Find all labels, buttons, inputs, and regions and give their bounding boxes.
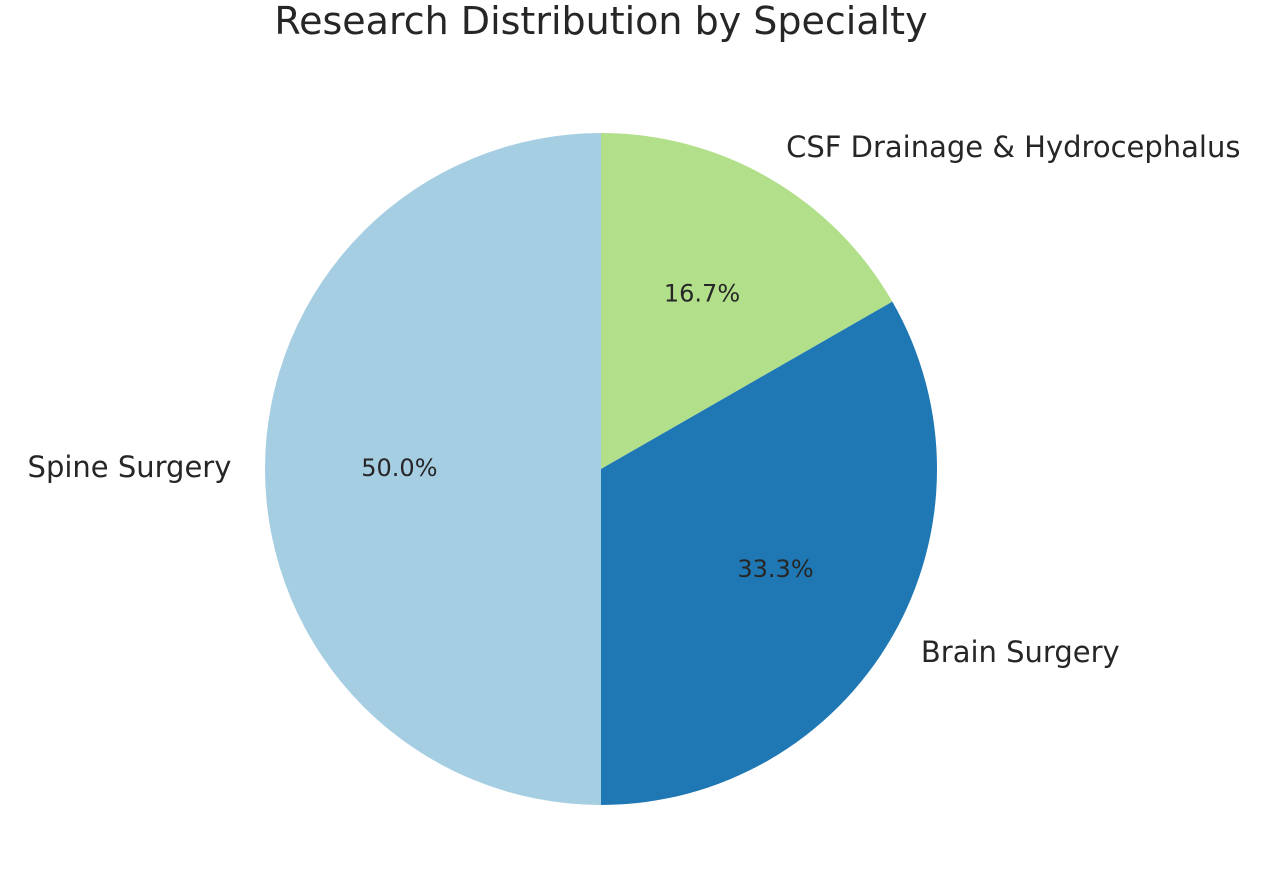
chart-title: Research Distribution by Specialty xyxy=(274,0,927,43)
pie-slice-0 xyxy=(601,133,893,469)
pie-slices xyxy=(265,133,938,805)
slice-label-2: Spine Surgery xyxy=(28,450,232,484)
slice-percent-label-0: 16.7% xyxy=(664,280,740,308)
slice-label-1: Brain Surgery xyxy=(921,635,1120,669)
pie-slice-1 xyxy=(601,301,938,805)
slice-percent-label-2: 50.0% xyxy=(361,454,437,482)
slice-label-0: CSF Drainage & Hydrocephalus xyxy=(786,130,1240,164)
pie-labels: CSF Drainage & Hydrocephalus 16.7% Brain S… xyxy=(28,130,1241,669)
slice-percent-label-1: 33.3% xyxy=(737,555,813,583)
pie-slice-2 xyxy=(265,133,601,805)
